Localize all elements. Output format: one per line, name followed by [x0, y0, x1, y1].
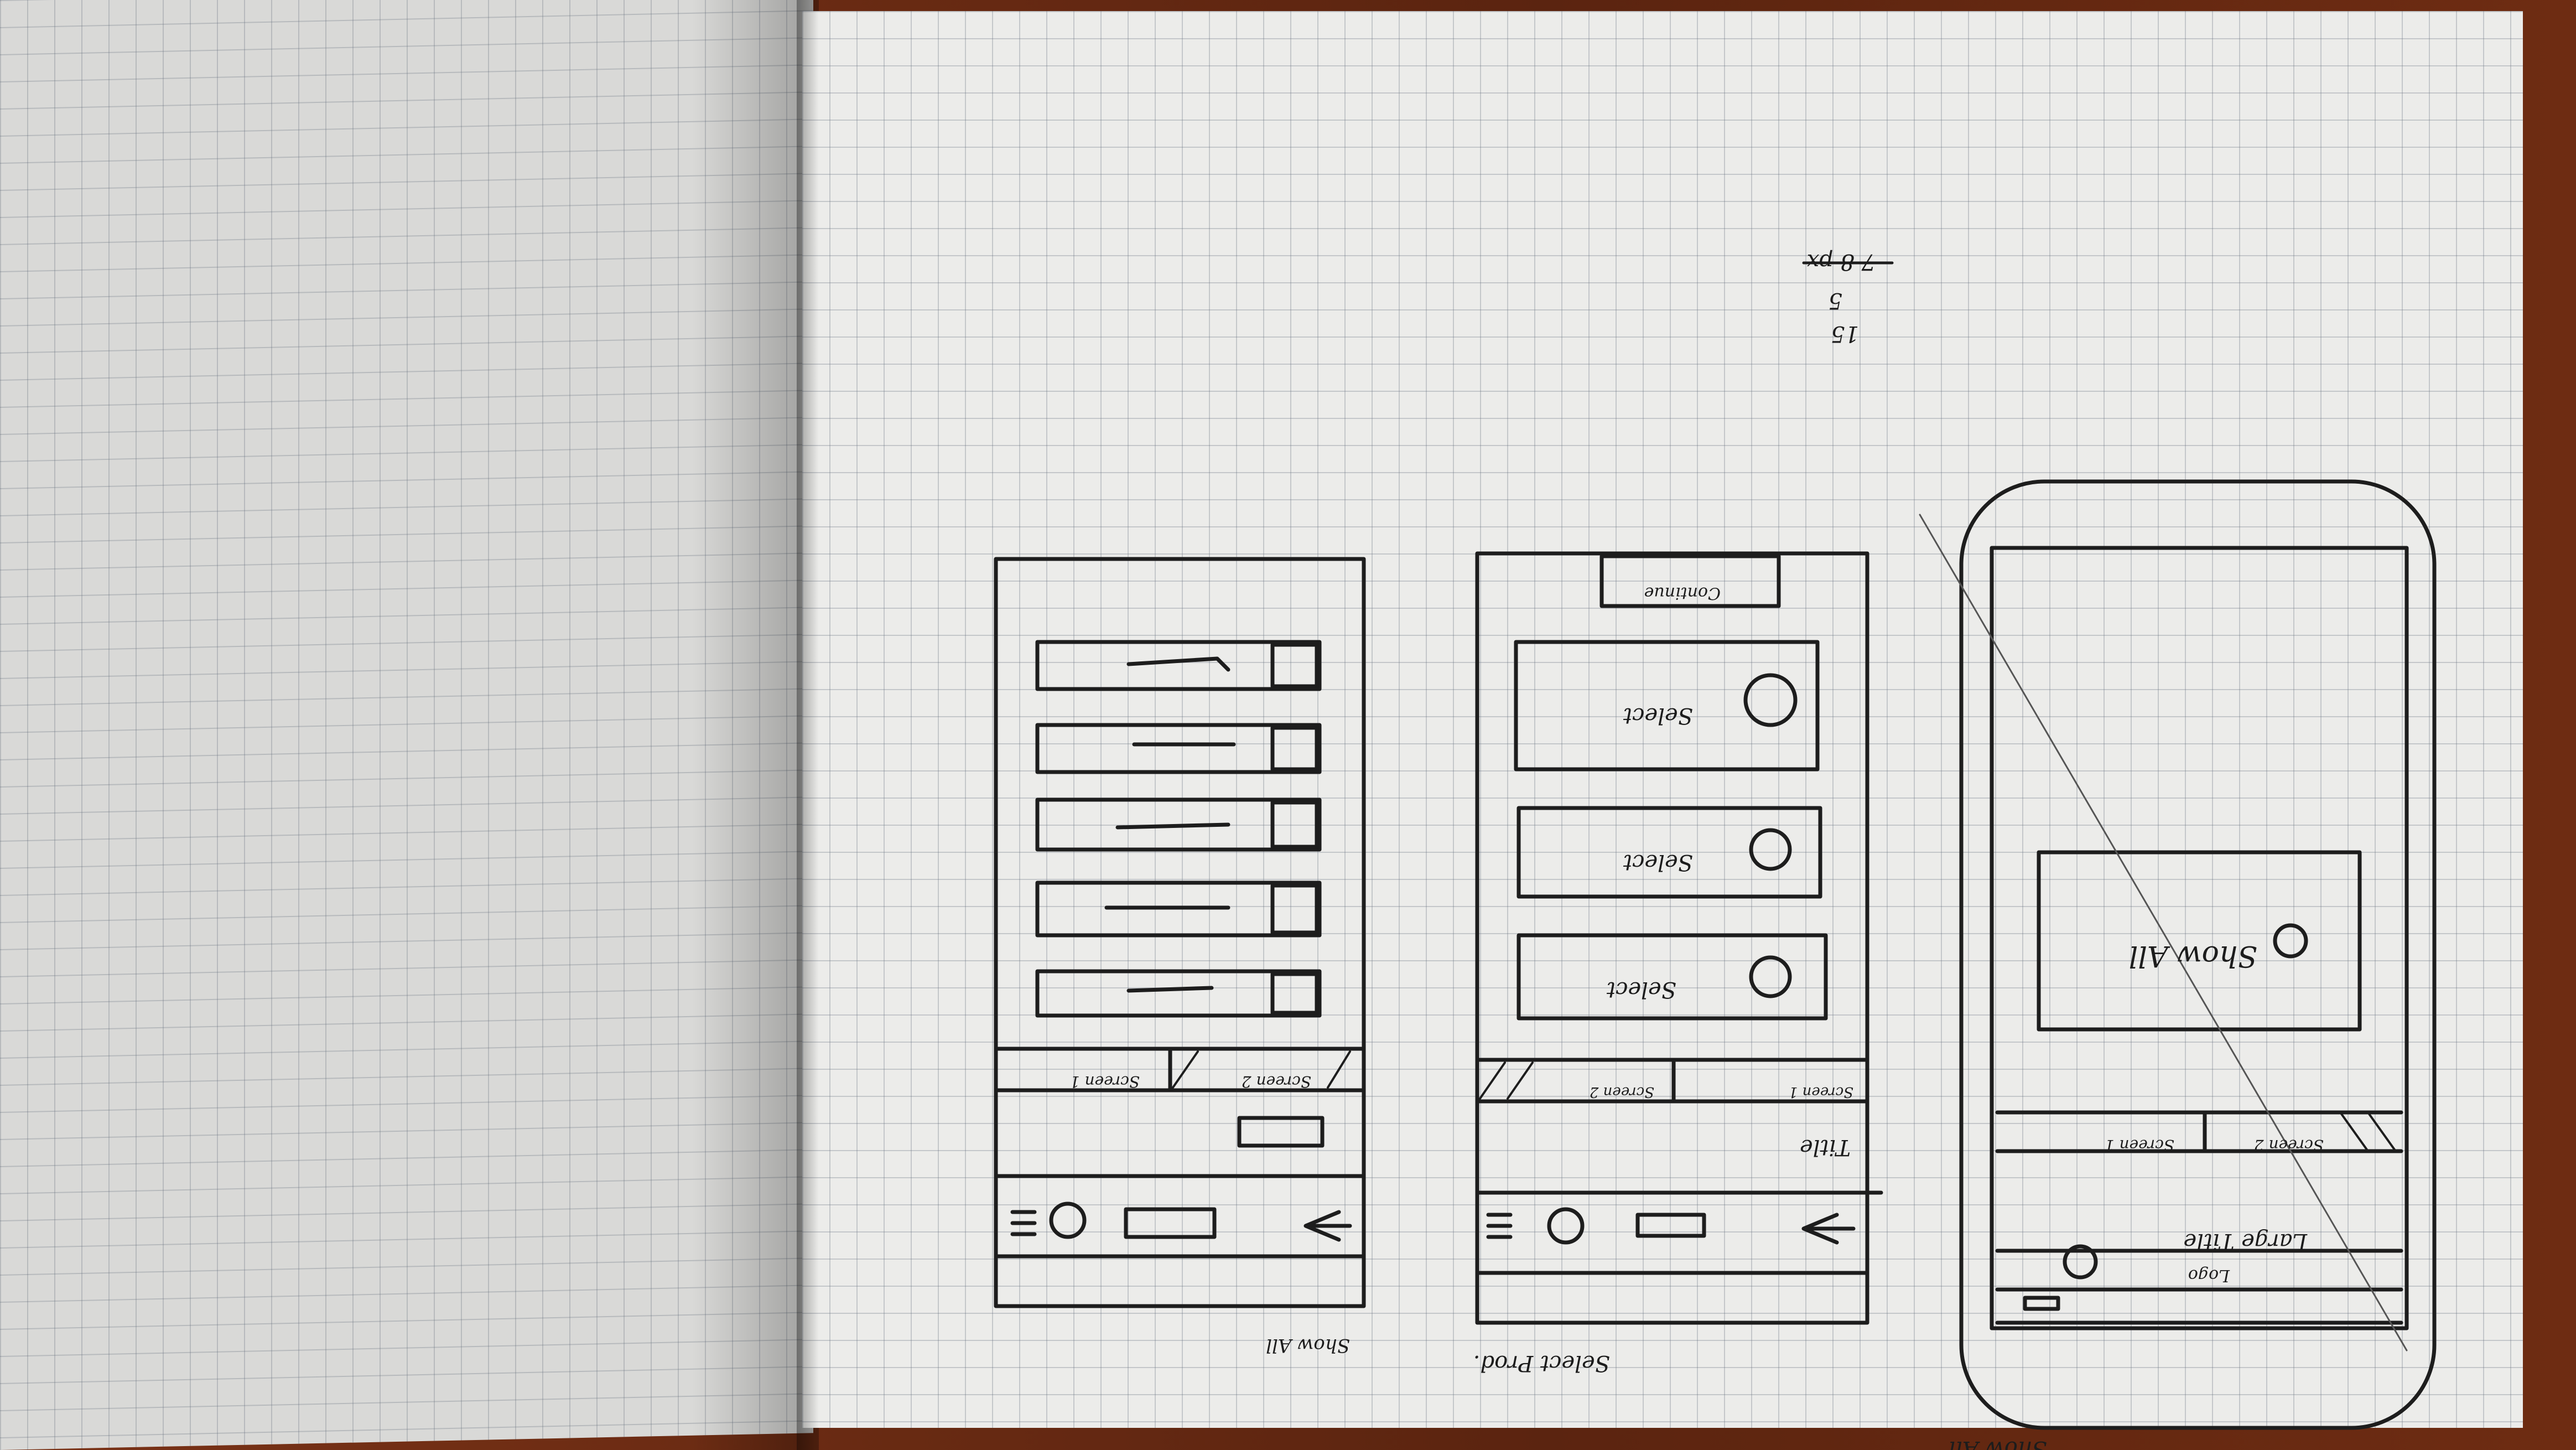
phone-tab-screen-1: Screen 1 — [2105, 1136, 2174, 1154]
sketch-show-all-phone — [1919, 479, 2437, 1430]
select-prod-tab-screen-1: Screen 1 — [1789, 1084, 1853, 1100]
note-5: 5 — [1829, 288, 1842, 313]
select-prod-item-1: Select — [1623, 703, 1693, 728]
select-prod-tab-screen-2: Screen 2 — [1590, 1084, 1654, 1100]
sketch-select-prod — [1475, 551, 1883, 1325]
notebook-spine — [797, 0, 819, 1450]
list-tab-screen-1: Screen 1 — [1070, 1073, 1140, 1091]
right-notebook-page — [802, 11, 2523, 1428]
list-tab-screen-2: Screen 2 — [1242, 1073, 1311, 1091]
page-shadow — [692, 0, 819, 1450]
select-prod-continue-button: Continue — [1644, 583, 1721, 603]
note-15: 15 — [1831, 321, 1859, 346]
phone-tab-screen-2: Screen 2 — [2254, 1136, 2324, 1154]
caption-show-all-phone: Show All — [1948, 1436, 2047, 1450]
caption-select-prod: Select Prod. — [1473, 1350, 1610, 1376]
phone-logo: Logo — [2188, 1266, 2230, 1285]
sketch-list-view — [994, 557, 1366, 1308]
phone-large-title: Large Title — [2183, 1229, 2308, 1254]
select-prod-item-2: Select — [1623, 850, 1693, 875]
caption-show-all-list: Show All — [1266, 1334, 1350, 1356]
select-prod-item-3: Select — [1606, 977, 1676, 1002]
phone-card-label: Show All — [2129, 939, 2257, 972]
note-7-8-px: 7 8 px — [1807, 249, 1876, 275]
select-prod-title: Title — [1800, 1135, 1851, 1160]
